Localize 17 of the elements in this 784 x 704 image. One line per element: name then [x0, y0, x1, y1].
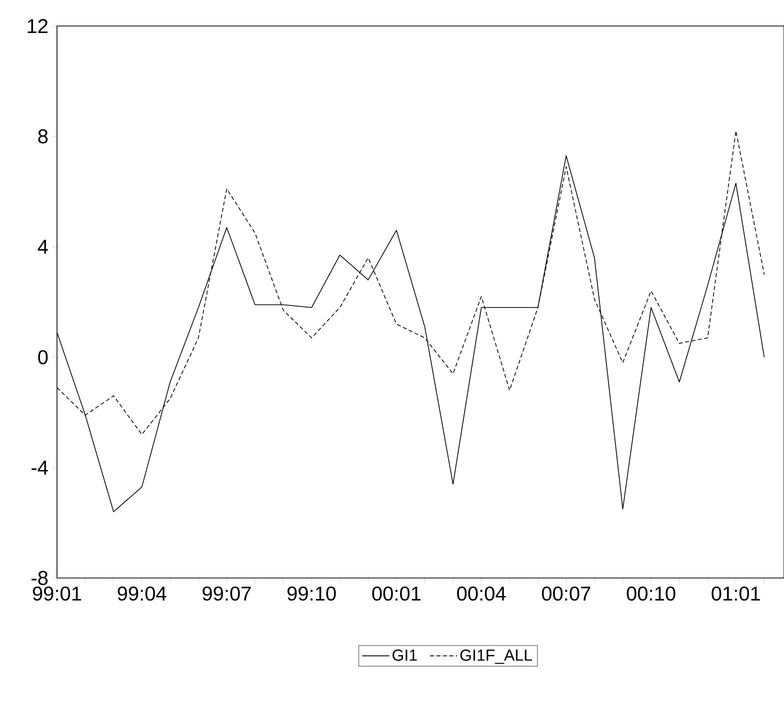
- x-tick-label: 00:04: [457, 586, 506, 601]
- y-tick-label: 4: [38, 240, 48, 254]
- legend-label: GI1F_ALL: [460, 650, 532, 664]
- y-tick-label: 0: [38, 350, 48, 364]
- x-tick-label: 99:04: [118, 586, 166, 601]
- y-tick-label: -4: [32, 460, 48, 474]
- legend-label: GI1: [392, 650, 417, 661]
- x-tick-label: 99:07: [202, 586, 251, 601]
- x-tick-label: 01:01: [712, 586, 760, 601]
- x-tick-label: 00:01: [372, 586, 420, 601]
- x-tick-label: 00:07: [542, 586, 590, 601]
- y-tick-label: 12: [28, 19, 48, 33]
- x-tick-label: 99:01: [32, 586, 82, 601]
- y-tick-label: -8: [32, 570, 48, 586]
- x-tick-label: 00:10: [626, 586, 676, 601]
- y-tick-label: 8: [38, 129, 48, 144]
- x-tick-label: 99:10: [288, 586, 336, 601]
